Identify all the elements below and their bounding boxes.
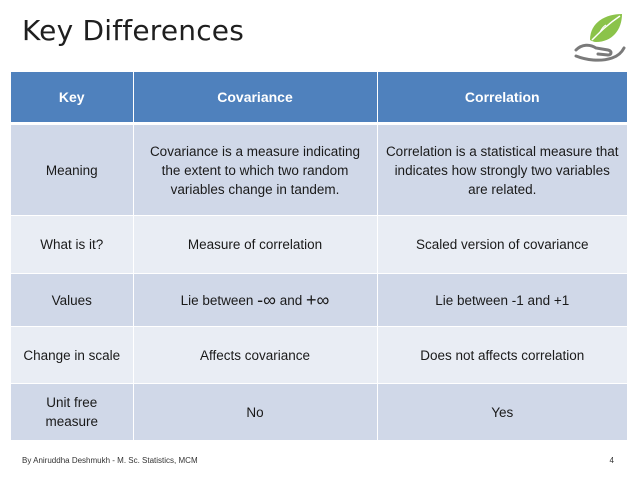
table-header-row: Key Covariance Correlation bbox=[11, 72, 627, 125]
covariance-prefix: Lie between bbox=[180, 292, 258, 308]
correlation-cell: Does not affects correlation bbox=[377, 326, 627, 384]
correlation-cell: Yes bbox=[377, 383, 627, 441]
covariance-cell: No bbox=[133, 383, 378, 441]
covariance-cell: Lie between -∞ and +∞ bbox=[133, 273, 378, 327]
table-row: Meaning Covariance is a measure indicati… bbox=[11, 123, 627, 216]
correlation-cell: Lie between -1 and +1 bbox=[377, 273, 627, 327]
row-key-cell: What is it? bbox=[11, 215, 134, 274]
page-number: 4 bbox=[609, 456, 614, 465]
slide-footer: By Aniruddha Deshmukh - M. Sc. Statistic… bbox=[22, 456, 198, 465]
row-key-cell: Unit free measure bbox=[11, 383, 134, 441]
negative-infinity-symbol: -∞ bbox=[257, 289, 276, 310]
row-key-cell: Meaning bbox=[11, 123, 134, 216]
table-row: What is it? Measure of correlation Scale… bbox=[11, 215, 627, 274]
correlation-cell: Correlation is a statistical measure tha… bbox=[377, 123, 627, 216]
table-row: Change in scale Affects covariance Does … bbox=[11, 326, 627, 384]
correlation-cell: Scaled version of covariance bbox=[377, 215, 627, 274]
leaf-hand-logo-icon bbox=[574, 14, 626, 62]
covariance-and: and bbox=[276, 292, 307, 308]
header-key: Key bbox=[11, 72, 134, 125]
table-row: Values Lie between -∞ and +∞ Lie between… bbox=[11, 273, 627, 327]
header-correlation: Correlation bbox=[377, 72, 627, 125]
covariance-cell: Covariance is a measure indicating the e… bbox=[133, 123, 378, 216]
row-key-cell: Change in scale bbox=[11, 326, 134, 384]
row-key-cell: Values bbox=[11, 273, 134, 327]
header-covariance: Covariance bbox=[133, 72, 378, 125]
table-row: Unit free measure No Yes bbox=[11, 383, 627, 441]
differences-table: Key Covariance Correlation Meaning Covar… bbox=[11, 72, 627, 441]
covariance-cell: Measure of correlation bbox=[133, 215, 378, 274]
positive-infinity-symbol: +∞ bbox=[306, 289, 330, 310]
slide-title: Key Differences bbox=[22, 14, 245, 47]
covariance-cell: Affects covariance bbox=[133, 326, 378, 384]
